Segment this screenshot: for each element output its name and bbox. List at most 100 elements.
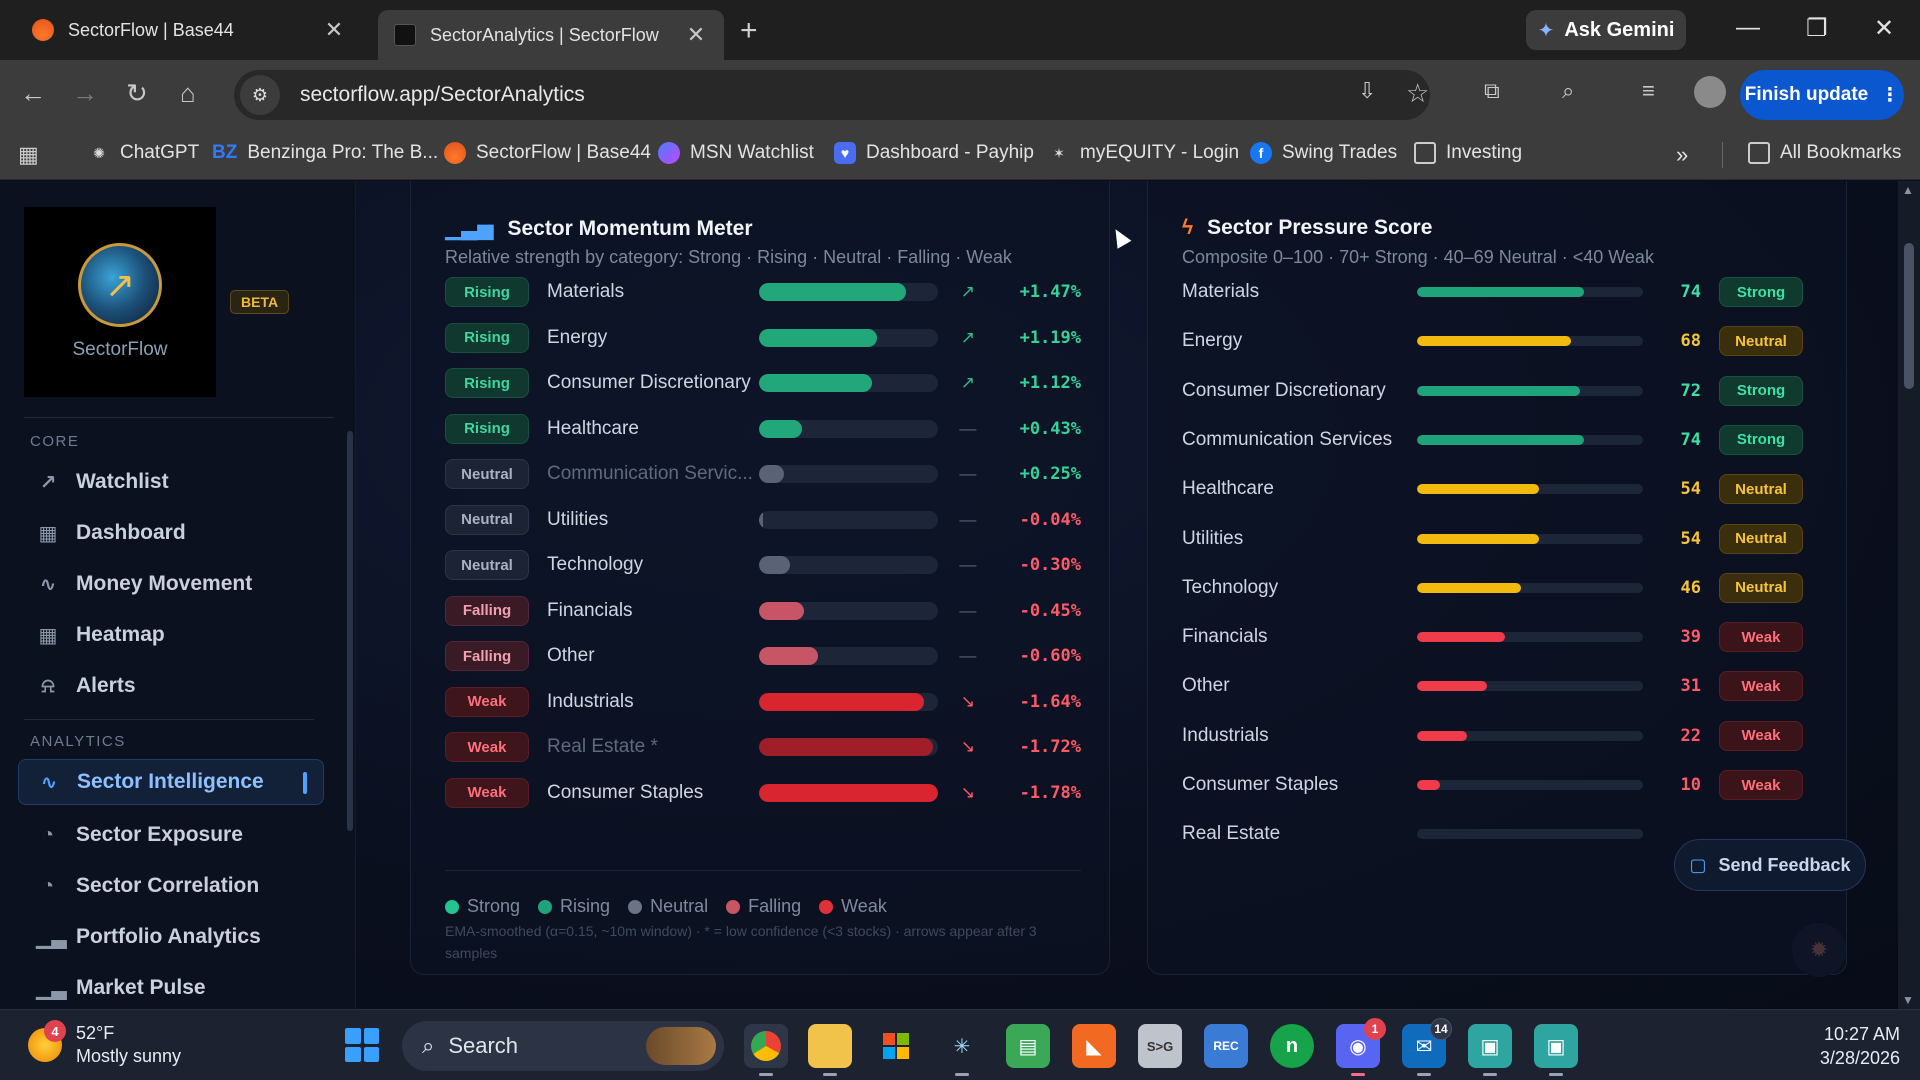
- page-scroll-thumb[interactable]: [1904, 243, 1914, 389]
- bookmark-label: Benzinga Pro: The B...: [247, 142, 439, 163]
- notification-badge: 14: [1430, 1018, 1452, 1040]
- strength-bar: [759, 510, 939, 529]
- strength-bar: [759, 692, 939, 711]
- bookmark-payhip[interactable]: ♥ Dashboard - Payhip: [834, 142, 1034, 164]
- strength-bar-fill: [759, 419, 803, 438]
- sidebar-item-sector-correlation[interactable]: ◔ Sector Correlation: [18, 863, 324, 909]
- sector-name: Communication Servic...: [547, 463, 753, 484]
- sidebar-item-market-pulse[interactable]: ▁▃ Market Pulse: [18, 965, 324, 1009]
- apps-grid-icon[interactable]: ▦: [18, 142, 39, 167]
- scroll-up-icon[interactable]: ▲: [1902, 183, 1914, 197]
- more-bookmarks-icon[interactable]: »: [1676, 142, 1689, 167]
- score-bar: [1417, 730, 1643, 741]
- momentum-row: Falling Other — -0.60%: [445, 640, 1081, 672]
- address-bar[interactable]: ⚙ sectorflow.app/SectorAnalytics: [234, 70, 1430, 120]
- logo-text: SectorFlow: [72, 339, 168, 360]
- profile-avatar[interactable]: [1694, 76, 1726, 108]
- sector-name: Consumer Discretionary: [547, 372, 751, 393]
- microsoft-store-icon[interactable]: [874, 1024, 918, 1068]
- outlook-icon[interactable]: ✉ 14: [1402, 1018, 1452, 1076]
- score-bar: [1417, 681, 1643, 692]
- restore-icon[interactable]: ❐: [1806, 15, 1828, 42]
- sidebar-item-dashboard[interactable]: ▦ Dashboard: [18, 510, 324, 556]
- bookmark-benzinga[interactable]: BZ Benzinga Pro: The B...: [212, 142, 438, 164]
- bookmark-chatgpt[interactable]: ✺ ChatGPT: [88, 142, 199, 164]
- n-app-icon[interactable]: n: [1270, 1024, 1314, 1068]
- sidebar-scrollbar[interactable]: [346, 421, 354, 1009]
- site-info-icon[interactable]: ⚙: [240, 75, 280, 115]
- close-icon[interactable]: ✕: [324, 17, 344, 42]
- momentum-row: Falling Financials — -0.45%: [445, 595, 1081, 627]
- pinwheel-app-icon[interactable]: ✳: [940, 1024, 984, 1076]
- trend-arrow-icon: —: [959, 418, 977, 438]
- terminal-app-icon[interactable]: S>G: [1138, 1024, 1182, 1068]
- sidebar-scroll-thumb[interactable]: [347, 431, 353, 831]
- trend-arrow-icon: —: [959, 509, 977, 529]
- back-icon[interactable]: ←: [20, 78, 46, 108]
- new-tab-button[interactable]: +: [740, 14, 758, 47]
- score-value: 10: [1680, 775, 1701, 795]
- page-scrollbar[interactable]: ▲ ▼: [1898, 181, 1920, 1009]
- chrome-icon[interactable]: [744, 1024, 788, 1076]
- bookmark-myequity[interactable]: ✶ myEQUITY - Login: [1048, 142, 1239, 164]
- bookmark-investing-folder[interactable]: Investing: [1414, 142, 1522, 164]
- close-icon[interactable]: ✕: [686, 22, 706, 47]
- notes-app-icon[interactable]: ▤: [1006, 1024, 1050, 1068]
- card-title: ϟ Sector Pressure Score: [1182, 216, 1432, 240]
- bug-report-icon[interactable]: ✹: [1792, 923, 1846, 977]
- sector-name: Real Estate *: [547, 736, 658, 757]
- tab-sectoranalytics[interactable]: SectorAnalytics | SectorFlow ✕: [378, 10, 724, 60]
- change-percent: +1.47%: [1019, 282, 1081, 302]
- change-percent: -0.45%: [1019, 600, 1081, 621]
- forward-icon[interactable]: →: [72, 78, 98, 108]
- orange-app-icon[interactable]: ◣: [1072, 1024, 1116, 1068]
- sector-name: Healthcare: [547, 417, 639, 439]
- strength-bar-fill: [759, 328, 878, 347]
- more-menu-icon: ⋮: [1880, 84, 1900, 106]
- extensions-icon[interactable]: ⧉: [1484, 78, 1500, 103]
- bookmark-star-icon[interactable]: ☆: [1406, 78, 1430, 108]
- tab-search-icon[interactable]: ⌕: [1562, 78, 1575, 103]
- sidebar-item-alerts[interactable]: ⍾ Alerts: [18, 663, 324, 709]
- file-explorer-icon[interactable]: [808, 1024, 852, 1076]
- reload-icon[interactable]: ↻: [126, 78, 148, 108]
- install-app-icon[interactable]: ⇩: [1358, 78, 1377, 103]
- tab-sectorflow-base44[interactable]: SectorFlow | Base44 ✕: [16, 8, 362, 52]
- chat-app-icon[interactable]: ▣: [1534, 1024, 1578, 1076]
- minimize-icon[interactable]: —: [1736, 14, 1760, 41]
- all-bookmarks[interactable]: All Bookmarks: [1748, 142, 1901, 164]
- start-button[interactable]: [345, 1028, 379, 1062]
- ask-gemini-button[interactable]: ✦ Ask Gemini: [1526, 10, 1686, 50]
- sectorflow-logo[interactable]: ↗ SectorFlow: [24, 207, 216, 397]
- recorder-app-icon[interactable]: REC: [1204, 1024, 1248, 1068]
- taskbar: 4 52°F Mostly sunny ⌕ Search ✳ ▤ ◣ S>G R…: [0, 1009, 1920, 1080]
- score-bar: [1417, 632, 1643, 643]
- logo-chart-icon: ↗: [78, 243, 162, 327]
- sidebar-item-heatmap[interactable]: ▦ Heatmap: [18, 612, 324, 658]
- scroll-down-icon[interactable]: ▼: [1902, 993, 1914, 1007]
- score-bar-fill: [1417, 336, 1571, 347]
- finish-update-button[interactable]: Finish update ⋮: [1740, 70, 1904, 120]
- teams-chat-icon[interactable]: ▣: [1468, 1024, 1512, 1076]
- bookmark-sectorflow-base44[interactable]: SectorFlow | Base44: [444, 142, 651, 164]
- sidebar-item-watchlist[interactable]: ↗ Watchlist: [18, 459, 324, 505]
- pressure-row: Utilities 54 Neutral: [1182, 523, 1810, 555]
- taskbar-search[interactable]: ⌕ Search: [402, 1021, 724, 1071]
- home-icon[interactable]: ⌂: [180, 78, 196, 108]
- media-control-icon[interactable]: ≡: [1642, 78, 1655, 103]
- sidebar-item-money-movement[interactable]: ∿ Money Movement: [18, 561, 324, 607]
- bookmark-msn-watchlist[interactable]: MSN Watchlist: [658, 142, 814, 164]
- strength-bar: [759, 419, 939, 438]
- send-feedback-button[interactable]: ▢ Send Feedback: [1674, 839, 1866, 891]
- window-close-icon[interactable]: ✕: [1874, 15, 1895, 42]
- discord-icon[interactable]: ◉ 1: [1336, 1018, 1386, 1076]
- strength-bar: [759, 283, 939, 301]
- weather-widget[interactable]: 4 52°F Mostly sunny: [28, 1020, 181, 1068]
- bookmark-swing-trades[interactable]: f Swing Trades: [1250, 142, 1397, 164]
- msn-icon: [658, 142, 680, 164]
- sidebar-item-sector-intelligence[interactable]: ∿ Sector Intelligence: [18, 759, 324, 805]
- sidebar-item-portfolio-analytics[interactable]: ▁▃ Portfolio Analytics: [18, 914, 324, 960]
- sidebar-item-sector-exposure[interactable]: ◔ Sector Exposure: [18, 812, 324, 858]
- system-clock[interactable]: 10:27 AM 3/28/2026: [1790, 1022, 1900, 1070]
- momentum-row: Neutral Utilities — -0.04%: [445, 504, 1081, 536]
